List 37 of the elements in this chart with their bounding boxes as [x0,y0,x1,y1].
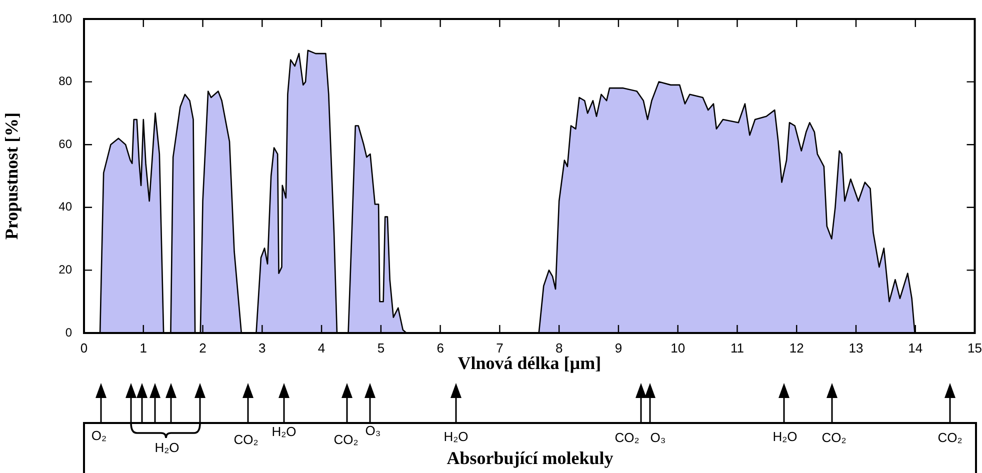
x-tick-label: 13 [848,340,864,356]
y-tick-label: 20 [58,262,72,277]
x-tick-label: 7 [496,340,504,356]
text: CO₂ [614,430,640,445]
x-tick-label: 6 [436,340,444,356]
text: O₂ [91,428,107,443]
x-axis-title: Vlnová délka [µm] [458,352,602,373]
text: O₃ [365,423,381,438]
x-tick-label: 14 [908,340,923,356]
x-tick-label: 5 [377,340,385,356]
text: CO₂ [938,430,962,445]
x-tick-label: 1 [140,340,147,356]
x-tick-label: 15 [968,340,982,356]
x-tick-label: 0 [80,340,88,356]
text: CO₂ [822,430,846,445]
y-tick-label: 40 [58,200,72,214]
text: H₂O [154,440,180,455]
text: O₃ [650,430,666,445]
y-tick-label: 0 [65,325,72,340]
y-tick-label: 100 [52,11,72,26]
text: H₂O [444,429,468,444]
y-axis-title: Propustnost [%] [1,112,22,240]
x-tick-label: 8 [555,340,563,356]
x-tick-label: 11 [730,340,744,356]
text: H₂O [272,424,296,439]
x-tick-label: 3 [258,340,266,356]
text: H₂O [772,429,798,444]
x-tick-label: 4 [318,340,326,356]
x-tick-label: 2 [199,340,206,356]
y-tick-label: 80 [58,74,72,88]
x-tick-label: 10 [670,340,686,356]
x-tick-label: 9 [614,340,622,356]
text: CO₂ [334,432,358,447]
x-tick-label: 12 [789,340,804,356]
text: CO₂ [234,432,258,447]
y-tick-label: 60 [58,136,72,151]
text: Absorbující molekuly [446,448,614,468]
